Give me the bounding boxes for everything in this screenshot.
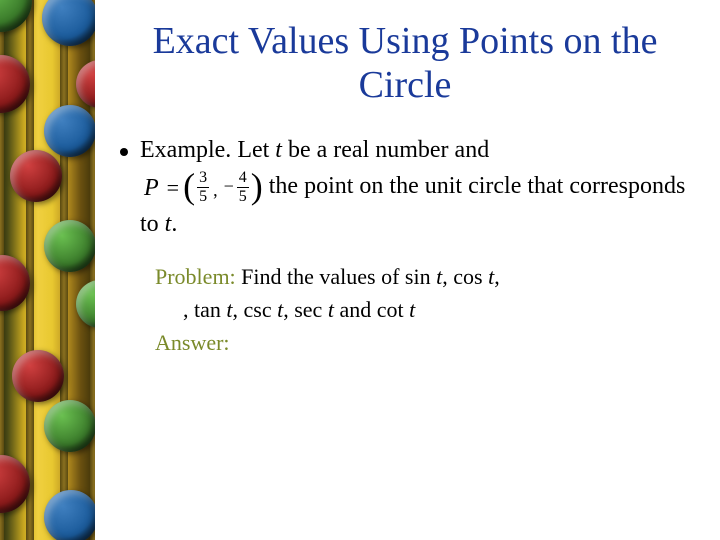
problem-text-2: , cos [442, 264, 488, 289]
rparen-icon: ) [251, 170, 263, 202]
problem-text-6: and cot [334, 297, 409, 322]
comma: , [213, 177, 218, 204]
problem-text-1: Find the values of sin [236, 264, 436, 289]
bullet-icon [120, 148, 128, 156]
example-text-3-tail: . [171, 211, 177, 237]
slide-title: Exact Values Using Points on the Circle [120, 20, 690, 107]
decorative-sidebar [0, 0, 95, 540]
fraction-2: 4 5 [237, 170, 249, 205]
problem-block: Problem: Find the values of sin t, cos t… [155, 260, 690, 359]
equals-sign: = [167, 171, 179, 204]
var-P: P [144, 170, 159, 206]
minus-sign: − [224, 173, 234, 200]
example-body: Example. Let t be a real number and P = … [120, 132, 690, 358]
answer-label: Answer: [155, 330, 230, 355]
problem-label: Problem: [155, 264, 236, 289]
problem-text-5: , sec [283, 297, 328, 322]
example-label: Example. [140, 137, 231, 163]
problem-text-3: , tan [183, 297, 226, 322]
var-t: t [275, 137, 282, 163]
fraction-1: 3 5 [197, 170, 209, 205]
lparen-icon: ( [183, 170, 195, 202]
var-t-cot: t [409, 297, 415, 322]
slide-content: Exact Values Using Points on the Circle … [100, 0, 720, 540]
problem-text-4: , csc [233, 297, 278, 322]
example-text-2: be a real number and [282, 137, 489, 163]
example-text-1: Let [231, 137, 275, 163]
point-expression: P = ( 3 5 , − 4 5 ) [140, 170, 263, 206]
